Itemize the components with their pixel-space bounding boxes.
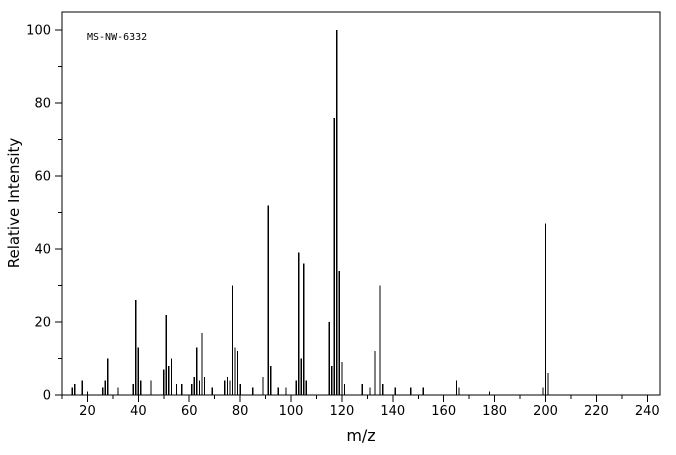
x-tick-label: 240 bbox=[635, 404, 660, 419]
x-tick-label: 180 bbox=[482, 404, 507, 419]
x-tick-label: 60 bbox=[181, 404, 198, 419]
x-tick-label: 20 bbox=[79, 404, 96, 419]
y-tick-label: 20 bbox=[34, 316, 51, 331]
y-tick-label: 100 bbox=[26, 24, 51, 39]
spectrum-id-label: MS-NW-6332 bbox=[87, 32, 148, 43]
y-tick-label: 0 bbox=[43, 389, 51, 404]
x-tick-label: 40 bbox=[130, 404, 147, 419]
x-tick-label: 120 bbox=[330, 404, 355, 419]
x-axis-title: m/z bbox=[346, 426, 376, 445]
plot-frame bbox=[61, 11, 661, 396]
y-tick-label: 60 bbox=[34, 170, 51, 185]
y-tick-label: 40 bbox=[34, 243, 51, 258]
x-tick-label: 200 bbox=[533, 404, 558, 419]
x-tick-label: 140 bbox=[380, 404, 405, 419]
x-tick-label: 160 bbox=[431, 404, 456, 419]
x-tick-label: 220 bbox=[584, 404, 609, 419]
y-axis-title: Relative Intensity bbox=[5, 137, 23, 269]
y-tick-label: 80 bbox=[34, 97, 51, 112]
x-tick-label: 100 bbox=[279, 404, 304, 419]
x-tick-label: 80 bbox=[232, 404, 249, 419]
